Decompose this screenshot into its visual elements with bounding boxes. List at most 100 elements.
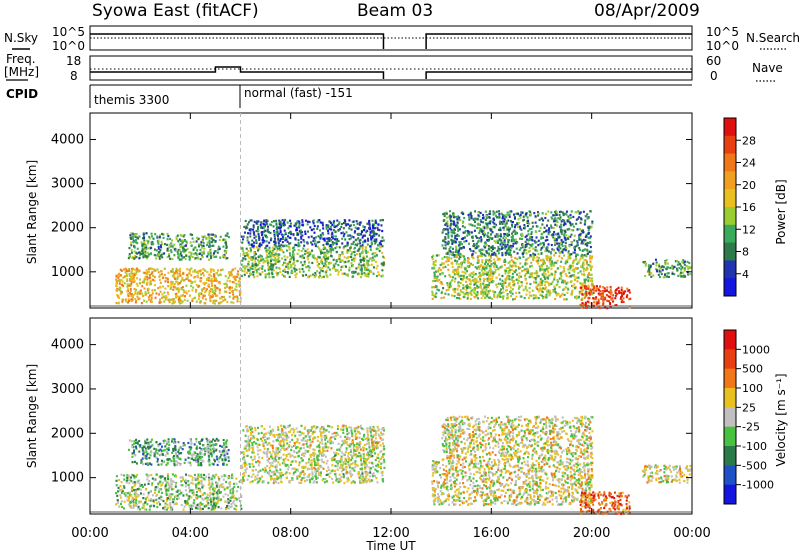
power-echo-cell — [570, 267, 572, 269]
velocity-echo-cell — [178, 497, 180, 499]
power-echo-cell — [507, 233, 509, 235]
power-echo-cell — [545, 268, 547, 270]
power-echo-cell — [322, 222, 324, 224]
power-echo-cell — [583, 267, 585, 269]
power-echo-cell — [563, 298, 565, 300]
power-echo-cell — [529, 265, 531, 267]
power-echo-cell — [544, 217, 546, 219]
power-echo-cell — [549, 290, 551, 292]
power-echo-cell — [199, 243, 201, 245]
power-echo-cell — [382, 219, 384, 221]
power-echo-cell — [688, 262, 690, 264]
power-echo-cell — [554, 214, 556, 216]
power-echo-cell — [554, 220, 556, 222]
power-echo-cell — [498, 210, 500, 212]
power-echo-cell — [206, 237, 208, 239]
velocity-echo-cell — [124, 501, 126, 503]
power-echo-cell — [618, 292, 620, 294]
power-echo-cell — [504, 264, 506, 266]
power-echo-cell — [478, 237, 480, 239]
power-echo-cell — [642, 261, 644, 263]
velocity-echo-cell — [180, 476, 182, 478]
power-echo-cell — [500, 283, 502, 285]
power-echo-cell — [200, 300, 202, 302]
power-echo-cell — [502, 291, 504, 293]
power-echo-cell — [517, 213, 519, 215]
power-echo-cell — [598, 289, 600, 291]
power-echo-cell — [456, 251, 458, 253]
power-echo-cell — [273, 255, 275, 257]
power-echo-cell — [145, 255, 147, 257]
power-echo-cell — [116, 302, 118, 304]
power-echo-cell — [375, 261, 377, 263]
power-echo-cell — [154, 248, 156, 250]
power-echo-cell — [231, 274, 233, 276]
power-echo-cell — [135, 256, 137, 258]
power-echo-cell — [507, 241, 509, 243]
power-echo-cell — [132, 274, 134, 276]
power-echo-cell — [512, 243, 514, 245]
power-echo-cell — [149, 268, 151, 270]
velocity-echo-cell — [192, 476, 194, 478]
power-echo-cell — [343, 233, 345, 235]
power-echo-cell — [596, 287, 598, 289]
power-echo-cell — [450, 215, 452, 217]
velocity-echo-cell — [127, 492, 129, 494]
power-echo-cell — [372, 230, 374, 232]
velocity-echo-cell — [159, 481, 161, 483]
power-echo-cell — [354, 257, 356, 259]
power-echo-cell — [138, 235, 140, 237]
power-echo-cell — [560, 273, 562, 275]
power-echo-cell — [565, 213, 567, 215]
power-echo-cell — [565, 242, 567, 244]
power-echo-cell — [581, 290, 583, 292]
power-echo-cell — [132, 241, 134, 243]
power-echo-cell — [179, 270, 181, 272]
power-echo-cell — [350, 256, 352, 258]
power-echo-cell — [266, 223, 268, 225]
velocity-echo-cell — [159, 489, 161, 491]
power-echo-cell — [284, 230, 286, 232]
power-echo-cell — [538, 257, 540, 259]
power-echo-cell — [237, 273, 239, 275]
power-echo-cell — [498, 258, 500, 260]
velocity-echo-cell — [188, 474, 190, 476]
power-echo-cell — [567, 215, 569, 217]
power-echo-cell — [381, 230, 383, 232]
power-echo-cell — [163, 292, 165, 294]
power-echo-cell — [275, 220, 277, 222]
power-echo-cell — [483, 293, 485, 295]
velocity-echo-cell — [132, 482, 134, 484]
power-echo-cell — [233, 296, 235, 298]
power-echo-cell — [362, 236, 364, 238]
power-echo-cell — [329, 245, 331, 247]
power-echo-cell — [270, 237, 272, 239]
power-echo-cell — [501, 246, 503, 248]
power-echo-cell — [226, 280, 228, 282]
power-echo-cell — [555, 271, 557, 273]
power-echo-cell — [501, 254, 503, 256]
power-echo-cell — [532, 243, 534, 245]
power-echo-cell — [211, 284, 213, 286]
power-echo-cell — [168, 246, 170, 248]
power-echo-cell — [167, 278, 169, 280]
power-echo-cell — [213, 252, 215, 254]
velocity-echo-cell — [169, 498, 171, 500]
power-echo-cell — [129, 253, 131, 255]
power-echo-cell — [546, 259, 548, 261]
power-echo-cell — [492, 280, 494, 282]
power-echo-cell — [121, 270, 123, 272]
power-echo-cell — [191, 300, 193, 302]
nave-tick-bottom: 0 — [710, 69, 718, 83]
power-echo-cell — [176, 238, 178, 240]
power-echo-cell — [300, 241, 302, 243]
power-echo-cell — [380, 224, 382, 226]
power-echo-cell — [572, 216, 574, 218]
power-echo-cell — [580, 286, 582, 288]
power-echo-cell — [538, 212, 540, 214]
velocity-echo-cell — [167, 504, 169, 506]
power-echo-cell — [219, 302, 221, 304]
power-echo-cell — [528, 239, 530, 241]
velocity-echo-cell — [194, 474, 196, 476]
power-echo-cell — [253, 276, 255, 278]
